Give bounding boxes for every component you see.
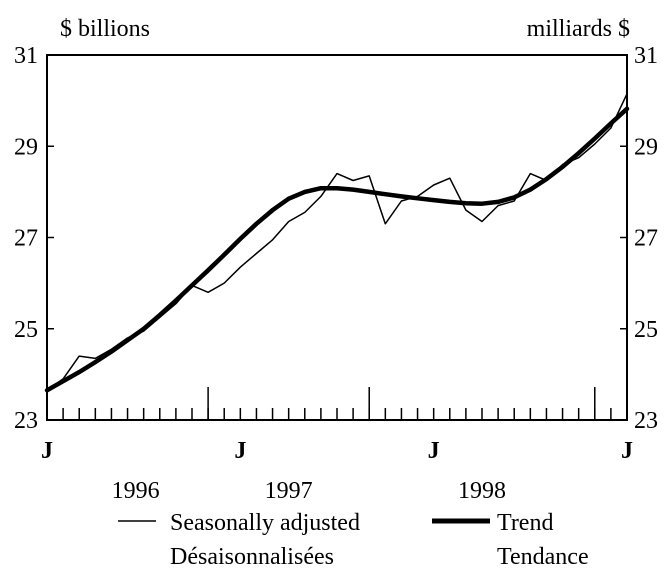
year-labels: 1996 1997 1998 bbox=[112, 478, 506, 504]
y-axis-ticks: 23 23 25 25 27 27 29 29 31 31 bbox=[14, 43, 658, 434]
legend-label-desaisonnalisees: Désaisonnalisées bbox=[170, 544, 334, 570]
x-tick-label: J bbox=[428, 438, 440, 464]
legend-label-trend: Trend bbox=[497, 510, 553, 536]
y-tick-label-right: 25 bbox=[634, 317, 658, 343]
year-label: 1996 bbox=[112, 478, 160, 504]
x-tick-label: J bbox=[41, 438, 53, 464]
y-tick-label-right: 23 bbox=[634, 408, 658, 434]
x-axis-ticks bbox=[46, 387, 628, 420]
y-tick-label-left: 25 bbox=[14, 317, 38, 343]
series-lines bbox=[44, 93, 630, 393]
plot-frame bbox=[46, 54, 628, 421]
y-axis-label-left: $ billions bbox=[60, 16, 150, 42]
y-tick-label-left: 23 bbox=[14, 408, 38, 434]
y-tick-label-left: 31 bbox=[14, 43, 38, 69]
year-label: 1997 bbox=[265, 478, 313, 504]
year-label: 1998 bbox=[458, 478, 506, 504]
y-tick-label-left: 29 bbox=[14, 134, 38, 160]
series-line-seasonally-adjusted bbox=[46, 93, 628, 392]
y-axis-label-right: milliards $ bbox=[527, 16, 630, 42]
legend-label-seasonally-adjusted: Seasonally adjusted bbox=[170, 510, 360, 536]
y-tick-label-right: 27 bbox=[634, 226, 658, 252]
legend-label-tendance: Tendance bbox=[497, 544, 589, 570]
y-tick-label-right: 31 bbox=[634, 43, 658, 69]
x-tick-label: J bbox=[234, 438, 246, 464]
y-tick-label-left: 27 bbox=[14, 226, 38, 252]
legend: Seasonally adjusted Désaisonnalisées Tre… bbox=[118, 510, 589, 570]
y-tick-label-right: 29 bbox=[634, 134, 658, 160]
series-line-trend bbox=[44, 106, 630, 393]
x-tick-label: J bbox=[621, 438, 633, 464]
